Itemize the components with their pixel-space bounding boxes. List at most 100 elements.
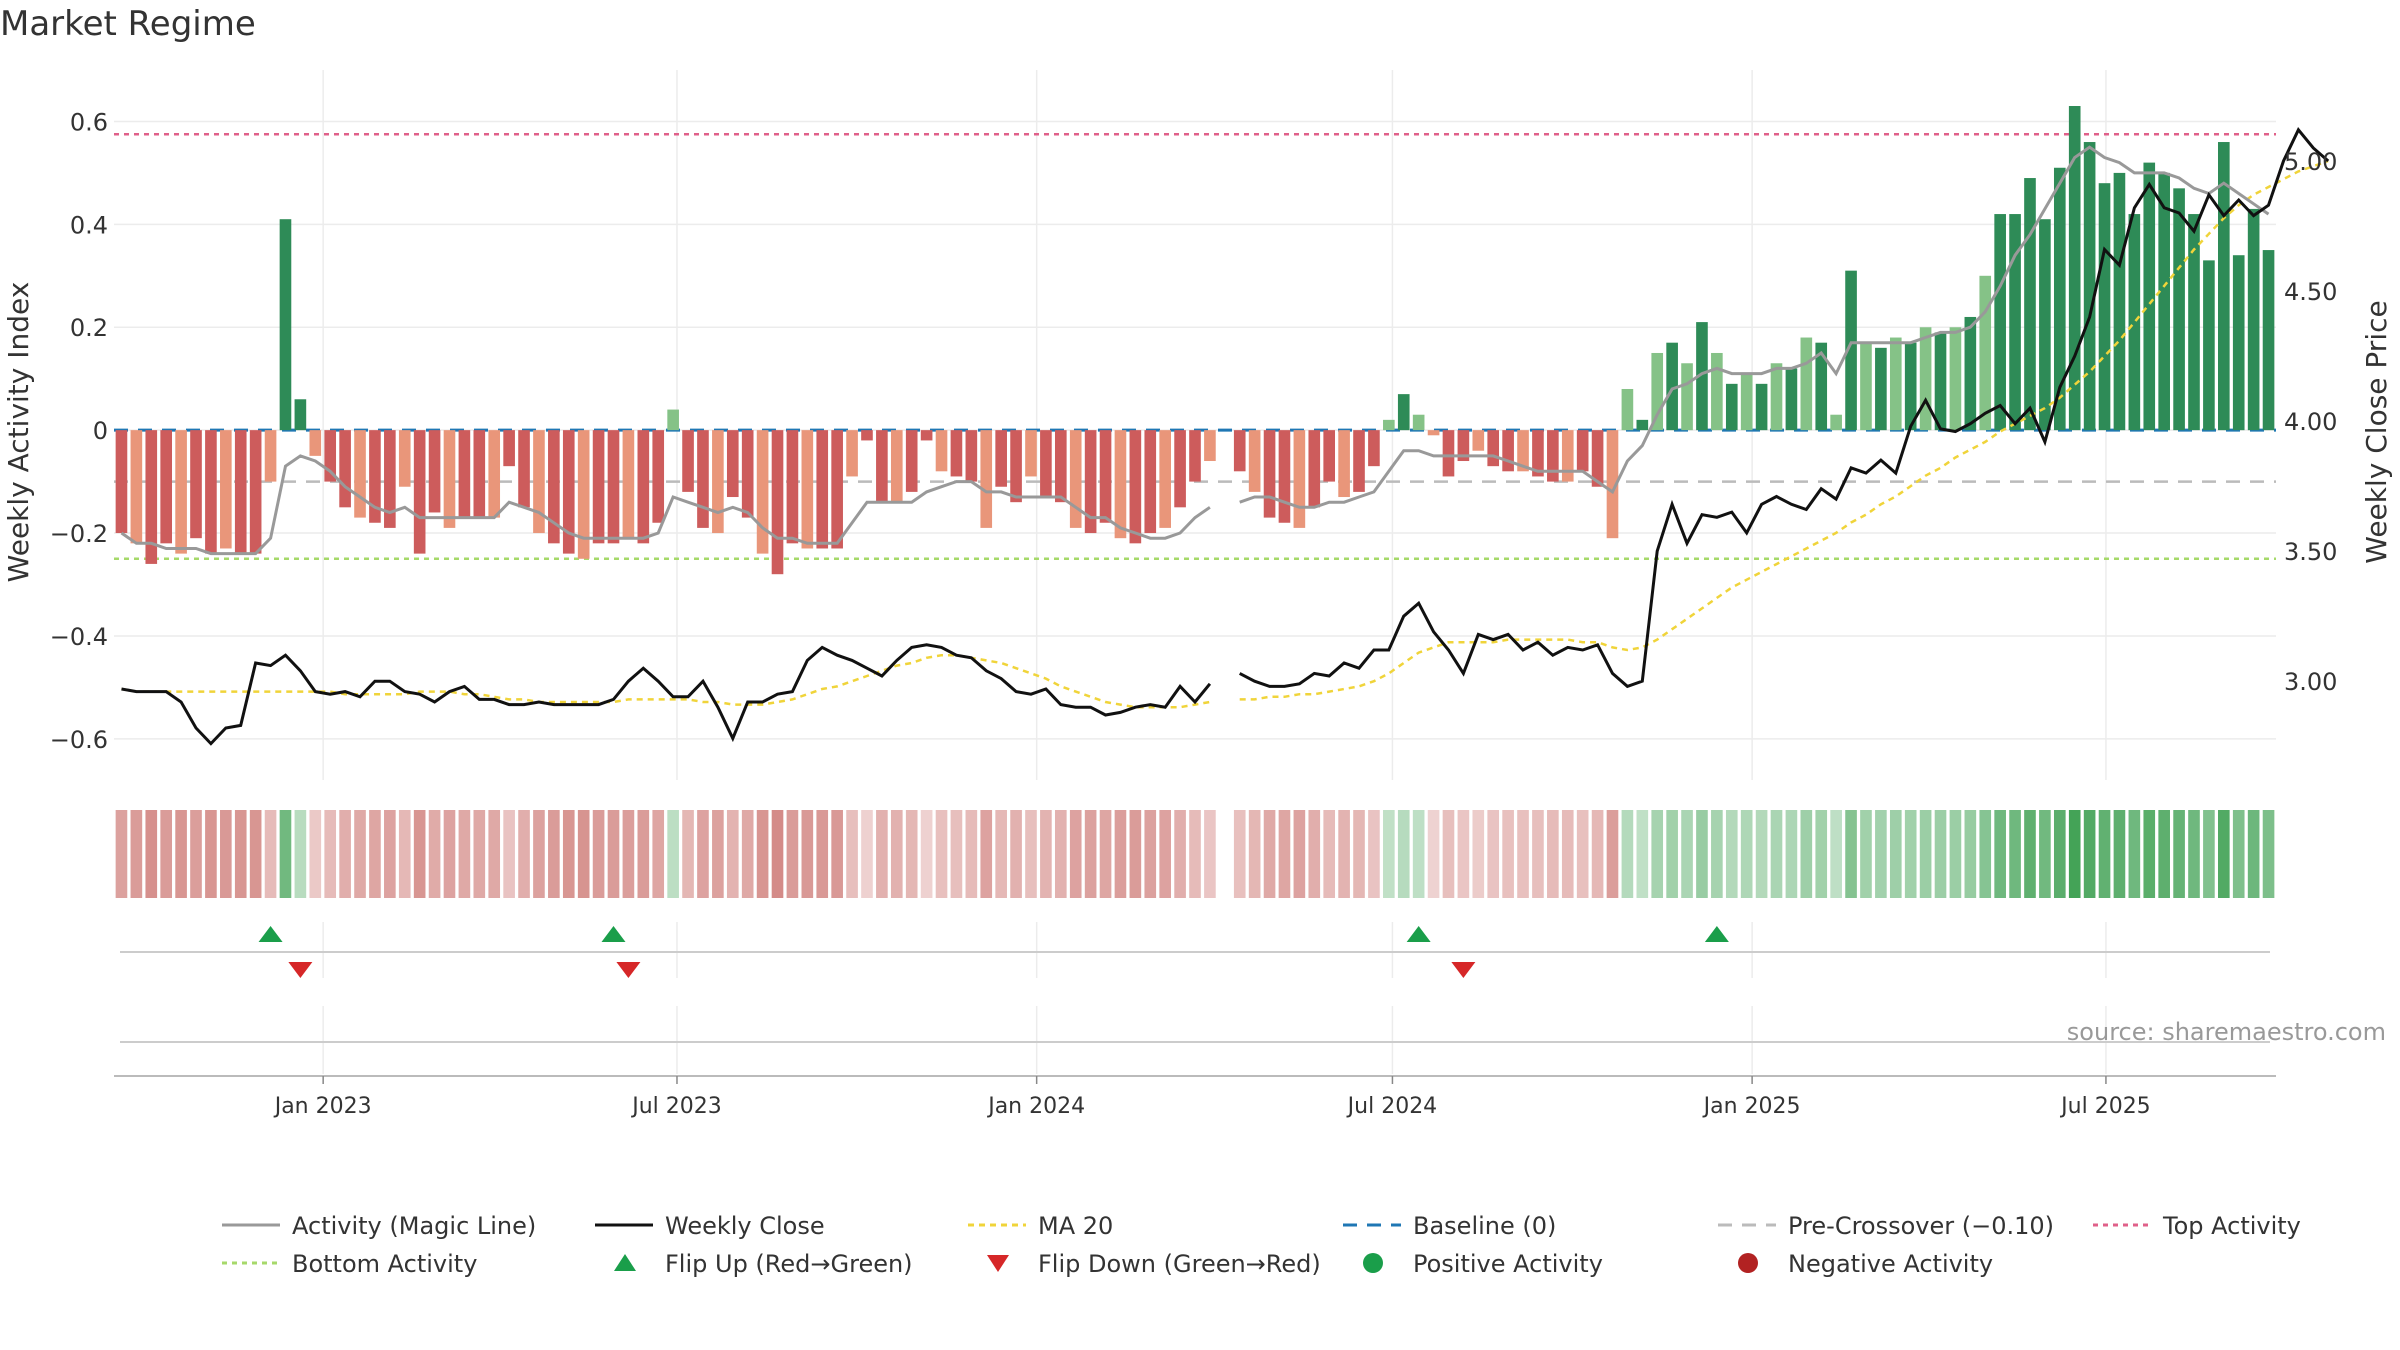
activity-bar (1472, 430, 1485, 451)
legend-label: Positive Activity (1413, 1250, 1603, 1278)
regime-heat-strip (115, 810, 2275, 898)
x-tick-label: Jan 2023 (273, 1094, 372, 1119)
activity-bar (548, 430, 560, 544)
regime-cell (1889, 810, 1902, 898)
regime-cell (1040, 810, 1052, 898)
legend-label: Negative Activity (1788, 1250, 1993, 1278)
regime-cell (1248, 810, 1261, 898)
activity-bar (1427, 430, 1440, 436)
regime-cell (1159, 810, 1171, 898)
activity-bar (562, 430, 575, 554)
flip-up-marker (1406, 926, 1431, 942)
y2-tick-label: 4.50 (2284, 278, 2337, 306)
regime-cell (1472, 810, 1485, 898)
regime-cell (1517, 810, 1529, 898)
activity-bar (1114, 430, 1127, 539)
y2-axis-label: Weekly Close Price (2360, 300, 2393, 563)
regime-cell (1815, 810, 1828, 898)
activity-bar (2247, 208, 2260, 431)
regime-cell (1875, 810, 1887, 898)
regime-cell (309, 810, 322, 898)
regime-cell (1681, 810, 1693, 898)
regime-cell (279, 810, 292, 898)
regime-cell (995, 810, 1007, 898)
activity-bar (1547, 430, 1559, 482)
magic-line (1239, 145, 2270, 509)
regime-cell (1770, 810, 1783, 898)
activity-bar (1934, 332, 1947, 431)
activity-bar (1532, 430, 1544, 477)
regime-cell (1755, 810, 1768, 898)
regime-cell (1054, 810, 1067, 898)
activity-bar (309, 430, 322, 456)
activity-bar (1025, 430, 1037, 477)
activity-bar (234, 430, 247, 554)
legend-item-top: Top Activity (2093, 1212, 2301, 1240)
y-tick-label: 0.4 (70, 211, 108, 239)
activity-bar (2203, 260, 2215, 431)
regime-cell (1278, 810, 1291, 898)
activity-bar (1979, 275, 1992, 431)
activity-bar (1383, 419, 1395, 431)
activity-bar (1517, 430, 1529, 472)
regime-cell (1099, 810, 1112, 898)
regime-cell (1412, 810, 1425, 898)
y2-tick-label: 3.50 (2284, 538, 2337, 566)
activity-bar (1084, 430, 1097, 534)
activity-bar (1815, 342, 1828, 431)
regime-cell (1725, 810, 1738, 898)
regime-cell (697, 810, 709, 898)
regime-cell (1800, 810, 1813, 898)
regime-cell (234, 810, 247, 898)
activity-bar (354, 430, 366, 518)
regime-cell (1293, 810, 1306, 898)
regime-cell (1233, 810, 1246, 898)
activity-bar (190, 430, 202, 539)
regime-cell (1010, 810, 1022, 898)
regime-cell (190, 810, 202, 898)
activity-bar (1755, 383, 1768, 431)
regime-cell (115, 810, 128, 898)
regime-cell (503, 810, 515, 898)
activity-bar (920, 430, 933, 441)
legend-swatch (614, 1254, 636, 1271)
regime-cell (1651, 810, 1664, 898)
flip-down-marker (288, 962, 313, 978)
regime-cell (890, 810, 903, 898)
activity-bar (2113, 172, 2126, 431)
legend: Activity (Magic Line) Weekly Close MA 20 Ba… (222, 1212, 2301, 1278)
regime-cell (1144, 810, 1157, 898)
regime-cell (1427, 810, 1440, 898)
flip-up-marker (1704, 926, 1729, 942)
y-tick-label: −0.4 (50, 623, 108, 651)
regime-cell (220, 810, 232, 898)
activity-bar (1964, 316, 1977, 431)
activity-bar (726, 430, 739, 498)
legend-label: Top Activity (2162, 1212, 2301, 1240)
activity-bar (443, 430, 456, 528)
activity-bar (249, 430, 262, 554)
activity-bar (2262, 250, 2275, 431)
activity-bar (2128, 214, 2141, 431)
activity-bar (2068, 106, 2081, 431)
activity-bar (1144, 430, 1157, 534)
legend-item-pos_dot: Positive Activity (1363, 1250, 1603, 1278)
regime-cell (1353, 810, 1365, 898)
regime-cell (756, 810, 769, 898)
regime-cell (1204, 810, 1216, 898)
ma20-line (121, 653, 1211, 709)
activity-bar (1800, 337, 1813, 431)
regime-cell (861, 810, 873, 898)
activity-bar (503, 430, 515, 467)
activity-bar (145, 430, 158, 564)
regime-cell (980, 810, 993, 898)
regime-cell (294, 810, 307, 898)
regime-cell (2247, 810, 2260, 898)
regime-cell (264, 810, 277, 898)
regime-cell (145, 810, 158, 898)
regime-cell (905, 810, 918, 898)
regime-cell (1934, 810, 1947, 898)
activity-bar (1040, 430, 1052, 498)
activity-bar (1830, 414, 1842, 431)
